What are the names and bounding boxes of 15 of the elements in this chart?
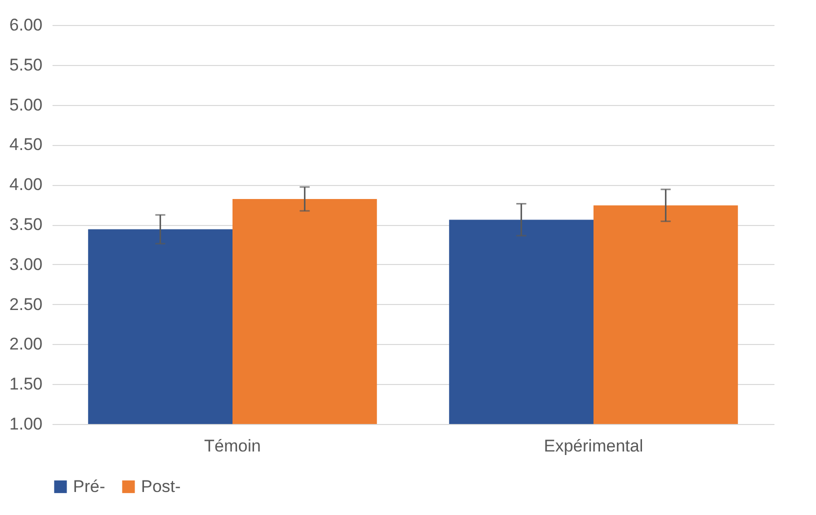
y-tick-label: 1.00 — [9, 414, 42, 434]
y-tick-label: 3.00 — [9, 254, 42, 274]
y-tick-label: 4.00 — [9, 175, 42, 194]
y-tick-label: 5.50 — [9, 55, 42, 74]
y-tick-label: 2.50 — [9, 294, 42, 314]
x-tick-label: Expérimental — [544, 436, 644, 456]
y-tick-label: 3.50 — [9, 215, 42, 234]
y-tick-label: 4.50 — [9, 135, 42, 154]
y-tick-label: 6.00 — [9, 16, 42, 34]
legend-label: Post- — [141, 476, 181, 496]
legend-label: Pré- — [73, 476, 106, 496]
x-tick-label: Témoin — [204, 436, 261, 456]
y-tick-label: 2.00 — [9, 334, 42, 354]
y-tick-label: 5.00 — [9, 95, 42, 114]
y-tick-label: 1.50 — [9, 374, 42, 394]
